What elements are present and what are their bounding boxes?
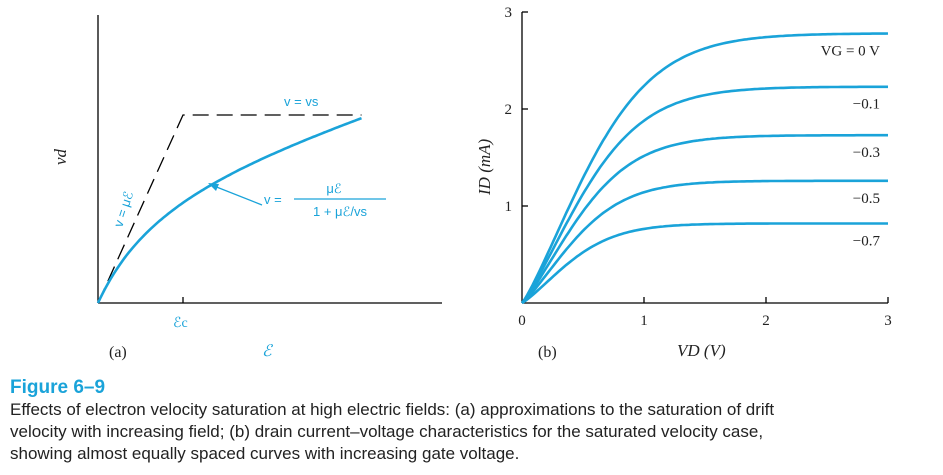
model-label-lhs: v = [264, 192, 282, 207]
panel-b: 0 1 2 3 1 2 3 VG = 0 V −0.1 −0.3 −0.5 −0.7 ID (mA)… [475, 5, 892, 361]
saturation-label: v = vs [284, 94, 319, 109]
panel-b-x-tick-label: 1 [640, 313, 648, 329]
figure-6-9: vd ℰc ℰ (a) v = vs v = μℰ v = μℰ 1 + μℰ/… [51, 5, 892, 361]
model-denominator: 1 + μℰ/vs [313, 204, 368, 219]
panel-b-ylabel: ID (mA) [475, 138, 494, 196]
series-label: VG = 0 V [821, 43, 881, 59]
id-vd-curve [520, 32, 889, 304]
id-vd-curve [521, 222, 888, 305]
panel-b-label: (b) [538, 344, 557, 361]
series-label: −0.1 [853, 97, 880, 113]
panel-a-xlabel: ℰ [262, 343, 274, 360]
id-vd-curve [521, 179, 888, 304]
id-vd-curve [520, 85, 888, 304]
panel-b-x-tick-label: 0 [518, 313, 526, 329]
annotation-arrow-head [208, 183, 219, 191]
panel-b-y-tick-label: 2 [505, 102, 513, 118]
caption-title: Figure 6–9 [10, 377, 106, 398]
low-field-asymptote [97, 114, 362, 304]
panel-a-x-tick-label: ℰc [173, 316, 188, 331]
model-numerator: μℰ [326, 181, 341, 196]
panel-b-xlabel: VD (V) [677, 341, 726, 360]
id-vd-curve [521, 133, 888, 304]
panel-b-axes: 0 1 2 3 1 2 3 [505, 5, 892, 329]
panel-b-series-labels: VG = 0 V −0.1 −0.3 −0.5 −0.7 [821, 43, 881, 249]
caption-line-2: velocity with increasing field; (b) drai… [10, 422, 764, 441]
series-label: −0.7 [853, 233, 881, 249]
annotation-arrow-line [213, 185, 263, 206]
panel-a-label: (a) [109, 344, 127, 361]
panel-a-ylabel: vd [51, 148, 70, 165]
panel-b-x-tick-label: 3 [884, 313, 892, 329]
panel-b-x-tick-label: 2 [762, 313, 770, 329]
panel-b-y-tick-label: 1 [505, 199, 513, 215]
panel-b-y-tick-label: 3 [505, 5, 513, 21]
low-field-label: v = μℰ [111, 189, 137, 229]
panel-a: vd ℰc ℰ (a) v = vs v = μℰ v = μℰ 1 + μℰ/… [51, 15, 442, 361]
caption-line-1: Effects of electron velocity saturation … [10, 400, 775, 419]
series-label: −0.3 [853, 145, 880, 161]
velocity-curve [96, 116, 362, 304]
caption-line-3: showing almost equally spaced curves wit… [10, 444, 520, 463]
series-label: −0.5 [853, 191, 880, 207]
panel-b-curves [520, 32, 889, 305]
